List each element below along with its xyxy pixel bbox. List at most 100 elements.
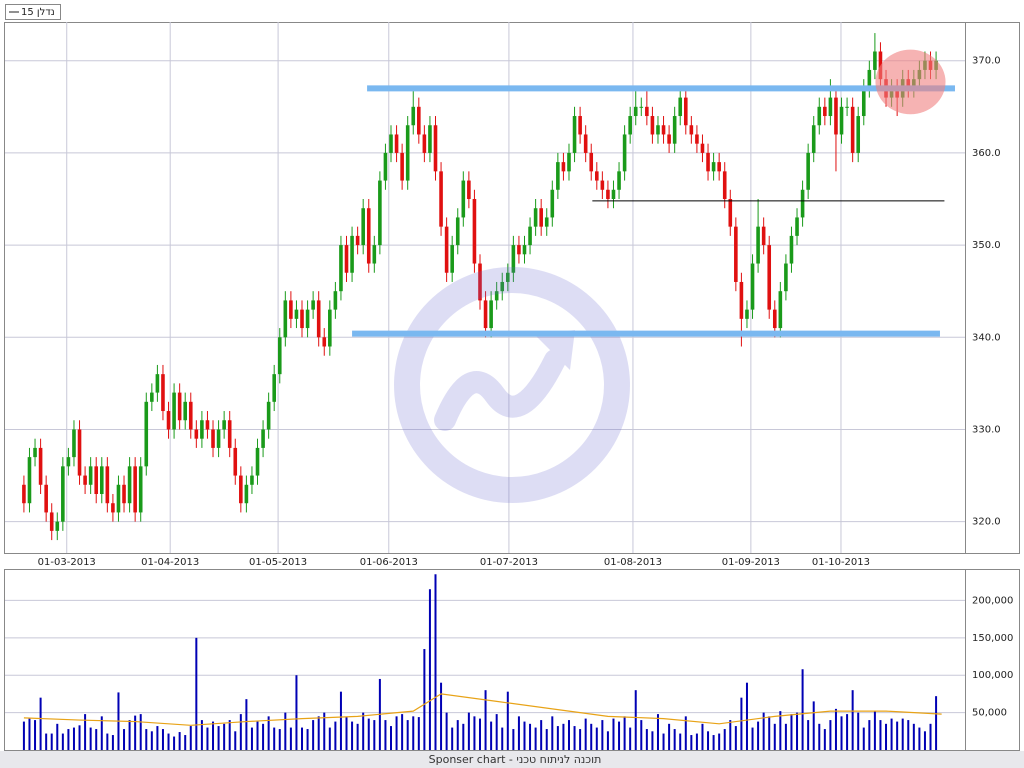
volume-bar [695,733,698,750]
volume-bar [562,723,565,750]
legend-box [5,4,61,20]
candle-body [350,235,354,273]
volume-bar [256,721,259,750]
volume-bar [673,729,676,750]
candle-body [556,162,560,190]
volume-bar [506,691,509,750]
candle-body [817,106,822,126]
candle-body [522,245,527,255]
candle-body [27,457,32,504]
candle-body [444,226,449,273]
volume-bar [339,691,342,750]
volume-bar [567,720,570,750]
x-tick-label: 01-05-2013 [249,557,307,568]
volume-bar [501,727,504,750]
volume-bar [289,727,292,750]
volume-bar [22,721,25,750]
volume-bar [651,731,654,750]
volume-bar [907,720,910,750]
candle-body [850,106,855,153]
candle-body [389,134,393,153]
candle-body [405,125,410,181]
volume-bar [473,716,476,750]
candle-body [316,300,321,338]
volume-bar [67,729,70,750]
volume-bar [718,733,721,750]
volume-bar [873,711,876,750]
volume-bar [840,716,843,750]
candle-body [166,411,171,430]
price-panel-frame [4,22,1020,554]
candle-body [661,125,666,135]
candle-body [88,466,93,485]
legend-label: נדלן 15 [21,7,55,18]
volume-bar [923,731,926,750]
candle-body [789,235,794,264]
candle-body [33,447,37,458]
volume-bar [896,721,899,750]
candle-body [650,116,655,135]
candle-body [695,134,699,144]
candle-body [828,97,833,117]
volume-bar [189,726,192,750]
y-tick-label: 360.0 [972,148,1001,159]
candle-body [861,88,866,117]
volume-bar [885,723,888,750]
volume-bar [123,729,126,750]
candle-body [483,300,488,329]
candle-body [339,245,343,292]
candle-body [200,420,204,439]
volume-bar [851,690,854,750]
volume-bar [84,714,87,750]
volume-bar [56,723,59,750]
candle-body [461,180,466,218]
candle-body [378,180,382,246]
volume-bar [684,716,687,750]
volume-bar [134,715,137,750]
volume-bar [328,727,331,750]
candle-body [494,291,499,301]
candle-body [111,503,115,513]
candle-body [678,97,683,117]
candle-body [99,466,104,494]
volume-bar [150,731,153,750]
candle-body [589,152,594,172]
x-tick-label: 01-04-2013 [141,557,199,568]
volume-bar [206,727,209,750]
volume-bar [111,735,114,750]
candle-body [544,217,549,227]
volume-bar [545,729,548,750]
candle-body [578,116,582,135]
candle-body [517,245,521,255]
volume-bar [173,736,176,750]
volume-bar [495,714,498,750]
x-tick-label: 01-06-2013 [360,557,418,568]
candle-body [467,180,471,199]
candle-body [300,309,304,329]
candle-body [361,208,365,246]
volume-bar [751,727,754,750]
candle-body [311,300,315,310]
volume-layer: 50,000 100,000 150,000 200,000 [5,574,1013,750]
candle-body [183,401,188,421]
volume-bar [128,720,131,750]
candle-body [133,466,137,513]
candle-body [717,162,721,172]
candle-body [761,226,766,246]
candle-body [322,337,327,347]
candle-body [683,97,688,126]
volume-bar [212,721,215,750]
volume-bar [879,720,882,750]
volume-bar [161,729,164,750]
candle-body [806,152,810,190]
candle-body [528,226,532,246]
volume-bar [262,723,265,750]
candle-body [433,125,438,172]
candle-body [873,51,877,70]
candle-body [127,466,132,504]
volume-bar [139,714,142,750]
volume-bar [345,717,348,750]
candle-body [567,152,571,172]
volume-bar [200,720,203,750]
x-tick-label: 01-09-2013 [722,557,780,568]
